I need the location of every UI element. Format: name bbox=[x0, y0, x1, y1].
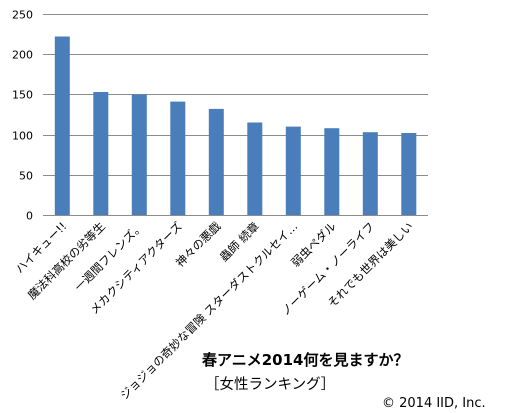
y-tick-label: 200 bbox=[12, 49, 33, 62]
bar bbox=[131, 94, 147, 215]
bar bbox=[247, 122, 263, 215]
y-tick-label: 100 bbox=[12, 130, 33, 143]
y-axis-ticks: 0 50 100 150 200 250 bbox=[12, 9, 33, 223]
bar bbox=[285, 126, 301, 215]
chart-subtitle: ［女性ランキング］ bbox=[205, 375, 335, 393]
x-tick-label: ジョジョの奇妙な冒険 スターダストクルセイ… bbox=[117, 219, 300, 402]
y-tick-label: 0 bbox=[26, 210, 33, 223]
chart-title: 春アニメ2014何を見ますか？ bbox=[202, 351, 408, 369]
bar bbox=[401, 133, 417, 215]
bar bbox=[93, 92, 109, 215]
y-tick-label: 50 bbox=[19, 170, 33, 183]
y-tick-label: 250 bbox=[12, 9, 33, 22]
bar bbox=[170, 101, 186, 215]
bar bbox=[324, 128, 340, 215]
bar bbox=[208, 108, 224, 215]
y-tick-label: 150 bbox=[12, 89, 33, 102]
bar bbox=[54, 36, 70, 215]
x-tick-label: 一週間フレンズ。 bbox=[72, 219, 147, 294]
x-axis-ticks: ハイキュー!!魔法科高校の劣等生一週間フレンズ。メカクシティアクターズ神々の悪戯… bbox=[12, 219, 415, 402]
bars bbox=[54, 36, 417, 215]
copyright-text: © 2014 IID, Inc. bbox=[382, 396, 486, 411]
bar bbox=[362, 132, 378, 215]
